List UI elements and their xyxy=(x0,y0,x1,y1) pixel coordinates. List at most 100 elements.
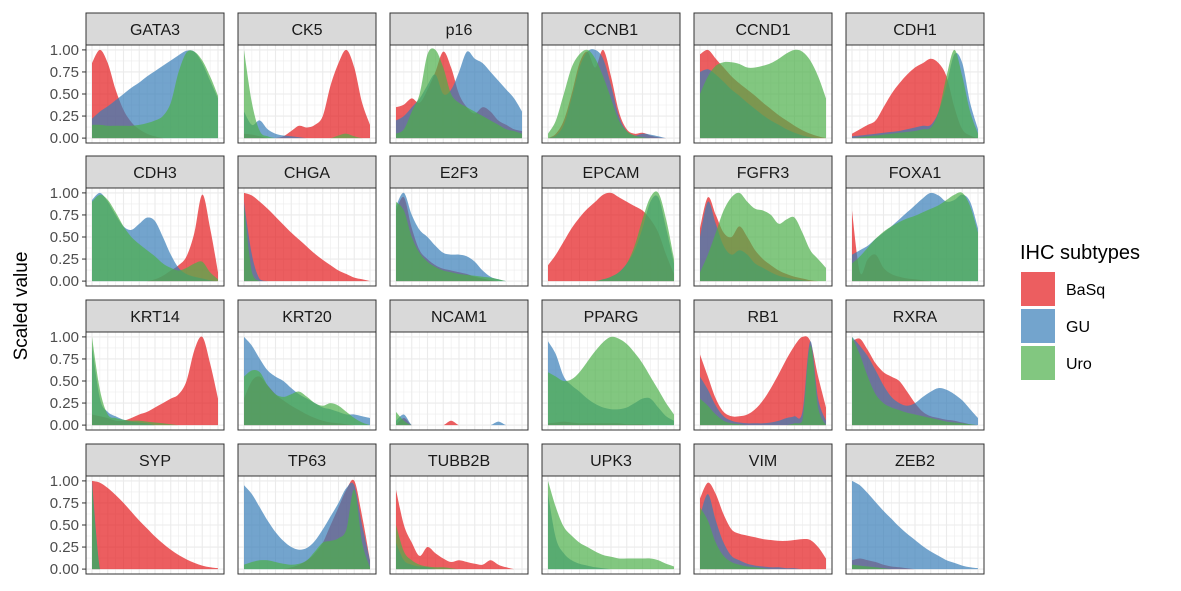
panel-strip xyxy=(237,443,377,477)
density-area-uro xyxy=(92,194,218,282)
panel-title: CDH1 xyxy=(893,22,937,39)
panel-ccnb1: CCNB1 xyxy=(541,12,681,144)
panel-border xyxy=(693,331,833,431)
density-area-gu xyxy=(852,480,978,570)
panel-title: UPK3 xyxy=(590,453,632,470)
panel-strip xyxy=(237,12,377,46)
legend-label: GU xyxy=(1066,319,1090,336)
panel-strip xyxy=(541,299,681,333)
panel-zeb2: ZEB2 xyxy=(845,443,985,575)
y-tick-label: 0.25 xyxy=(50,539,79,556)
panel-border xyxy=(389,331,529,431)
density-area-uro xyxy=(548,191,674,282)
panel-vim: VIM xyxy=(693,443,833,575)
density-area-uro xyxy=(852,49,978,139)
panel-title: VIM xyxy=(749,453,777,470)
density-area-uro xyxy=(852,564,978,570)
panel-tubb2b: TUBB2B xyxy=(389,443,529,575)
panel-strip xyxy=(85,443,225,477)
panel-gata3: GATA3 0.00 0.25 0.50 0.75 1.00 xyxy=(50,12,225,147)
panel-border xyxy=(237,44,377,144)
y-tick-label: 0.25 xyxy=(50,395,79,412)
density-area-uro xyxy=(852,336,978,426)
y-tick-label: 0.50 xyxy=(50,86,79,103)
panel-border xyxy=(389,187,529,287)
panel-p16: p16 xyxy=(389,12,529,144)
y-tick-label: 1.00 xyxy=(50,185,79,202)
y-tick-label: 1.00 xyxy=(50,473,79,490)
panel-cdh3: CDH3 0.00 0.25 0.50 0.75 1.00 xyxy=(50,155,225,290)
panel-strip xyxy=(845,299,985,333)
panel-title: GATA3 xyxy=(130,22,180,39)
panel-title: CHGA xyxy=(284,165,331,182)
panel-upk3: UPK3 xyxy=(541,443,681,575)
panel-title: p16 xyxy=(446,22,473,39)
density-area-basq xyxy=(92,336,218,426)
panel-strip xyxy=(541,12,681,46)
y-tick-label: 0.50 xyxy=(50,517,79,534)
y-tick-label: 0.75 xyxy=(50,351,79,368)
panel-chga: CHGA xyxy=(237,155,377,287)
panel-title: FOXA1 xyxy=(889,165,942,182)
panel-strip xyxy=(693,443,833,477)
y-axis-label: Scaled value xyxy=(11,252,32,361)
panel-tp63: TP63 xyxy=(237,443,377,575)
density-area-uro xyxy=(548,336,674,426)
panel-krt14: KRT14 0.00 0.25 0.50 0.75 1.00 xyxy=(50,299,225,434)
density-area-uro xyxy=(700,345,826,426)
panel-ck5: CK5 xyxy=(237,12,377,144)
y-tick-label: 0.00 xyxy=(50,417,79,434)
panel-border xyxy=(541,475,681,575)
panel-ccnd1: CCND1 xyxy=(693,12,833,144)
legend-item-gu: GU xyxy=(1021,309,1090,343)
panel-strip xyxy=(845,443,985,477)
density-area-uro xyxy=(548,480,674,570)
panel-strip xyxy=(85,299,225,333)
panel-strip xyxy=(85,155,225,189)
density-area-uro xyxy=(244,369,370,426)
panel-title: EPCAM xyxy=(583,165,640,182)
density-area-uro xyxy=(548,49,674,139)
density-area-uro xyxy=(244,489,370,570)
panel-title: CDH3 xyxy=(133,165,177,182)
panel-border xyxy=(541,44,681,144)
panel-strip xyxy=(693,12,833,46)
density-area-gu xyxy=(852,336,978,426)
density-area-basq xyxy=(244,49,370,139)
panel-foxa1: FOXA1 xyxy=(845,155,985,287)
legend-label: BaSq xyxy=(1066,282,1105,299)
panel-ncam1: NCAM1 xyxy=(389,299,529,431)
panel-border xyxy=(389,44,529,144)
density-area-uro xyxy=(92,50,218,139)
panel-strip xyxy=(389,443,529,477)
panel-border xyxy=(693,475,833,575)
panel-title: KRT14 xyxy=(130,309,180,326)
panel-strip xyxy=(389,299,529,333)
panel-title: ZEB2 xyxy=(895,453,935,470)
panel-rb1: RB1 xyxy=(693,299,833,431)
density-area-uro xyxy=(92,336,218,426)
panel-border xyxy=(237,187,377,287)
panel-border xyxy=(845,475,985,575)
panel-border xyxy=(389,475,529,575)
legend: IHC subtypes BaSq GU Uro xyxy=(1020,242,1140,380)
panel-title: FGFR3 xyxy=(737,165,790,182)
density-area-basq xyxy=(92,480,218,570)
density-area-uro xyxy=(396,525,522,570)
y-tick-label: 0.25 xyxy=(50,251,79,268)
panel-e2f3: E2F3 xyxy=(389,155,529,287)
density-area-uro xyxy=(852,192,978,282)
panel-border xyxy=(237,331,377,431)
y-tick-label: 1.00 xyxy=(50,42,79,59)
panel-strip xyxy=(845,155,985,189)
y-tick-label: 0.25 xyxy=(50,108,79,125)
y-tick-label: 0.75 xyxy=(50,495,79,512)
legend-swatch xyxy=(1021,272,1055,306)
density-area-basq xyxy=(396,489,522,570)
density-area-basq xyxy=(244,192,370,282)
density-area-uro xyxy=(396,201,522,282)
panel-border xyxy=(693,44,833,144)
panel-title: TUBB2B xyxy=(428,453,490,470)
panel-rxra: RXRA xyxy=(845,299,985,431)
density-area-uro xyxy=(700,192,826,282)
